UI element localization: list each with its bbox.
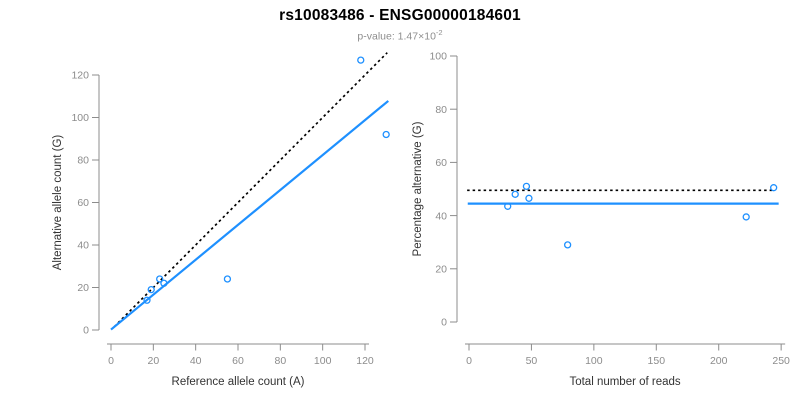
pvalue-exponent: -2 <box>435 28 443 37</box>
identity-line-dotted <box>113 52 388 328</box>
data-point <box>156 275 164 283</box>
data-point <box>147 285 155 294</box>
data-point <box>223 275 232 283</box>
x-tick-label: 100 <box>314 355 332 367</box>
data-point <box>563 241 572 249</box>
data-point <box>143 296 151 304</box>
y-tick-label: 0 <box>83 325 89 337</box>
right-scatter-plot: 0 20 40 60 80 100 0 50 100 150 200 250 Total number … <box>412 51 790 388</box>
x-axis-title: Reference allele count (A) <box>172 376 305 388</box>
x-axis-title: Total number of reads <box>569 376 680 388</box>
x-tick-label: 120 <box>356 355 374 367</box>
data-point <box>382 130 390 139</box>
pvalue-subtitle: p-value: 1.47×10-2 <box>0 28 800 43</box>
x-tick-label: 20 <box>147 355 159 367</box>
regression-line <box>110 100 389 331</box>
x-tick-label: 0 <box>466 355 472 367</box>
y-tick-label: 60 <box>435 157 447 169</box>
x-tick-label: 50 <box>526 355 538 367</box>
x-tick-label: 0 <box>108 355 114 367</box>
x-tick-label: 250 <box>772 355 790 367</box>
y-tick-label: 120 <box>71 70 89 82</box>
y-tick-label: 100 <box>71 112 89 124</box>
data-point <box>504 202 512 210</box>
data-point <box>522 182 531 190</box>
figure-header: rs10083486 - ENSG00000184601 p-value: 1.… <box>0 7 800 43</box>
left-scatter-plot: 0 20 40 60 80 100 120 0 20 40 60 80 100 120 Reference … <box>52 52 390 388</box>
y-tick-label: 20 <box>77 282 89 294</box>
x-tick-label: 60 <box>232 355 244 367</box>
data-point <box>525 194 533 202</box>
x-tick-label: 80 <box>274 355 286 367</box>
y-tick-label: 40 <box>77 240 89 252</box>
y-tick-label: 80 <box>435 104 447 116</box>
pvalue-text: p-value: 1.47×10 <box>357 30 436 43</box>
y-axis-title: Percentage alternative (G) <box>412 121 424 256</box>
data-point <box>742 213 750 221</box>
y-tick-label: 100 <box>429 51 447 63</box>
x-tick-label: 150 <box>648 355 666 367</box>
y-axis-title: Alternative allele count (G) <box>52 135 64 271</box>
data-point <box>357 56 365 64</box>
data-point <box>770 184 778 192</box>
data-point <box>511 190 519 198</box>
y-tick-label: 40 <box>435 210 447 222</box>
y-tick-label: 20 <box>435 264 447 276</box>
y-tick-label: 60 <box>77 197 89 209</box>
x-tick-label: 40 <box>190 355 202 367</box>
x-tick-label: 200 <box>710 355 728 367</box>
x-tick-label: 100 <box>585 355 603 367</box>
plot-title: rs10083486 - ENSG00000184601 <box>279 7 521 24</box>
y-tick-label: 80 <box>77 155 89 167</box>
y-tick-label: 0 <box>441 317 447 329</box>
data-point <box>160 279 168 287</box>
